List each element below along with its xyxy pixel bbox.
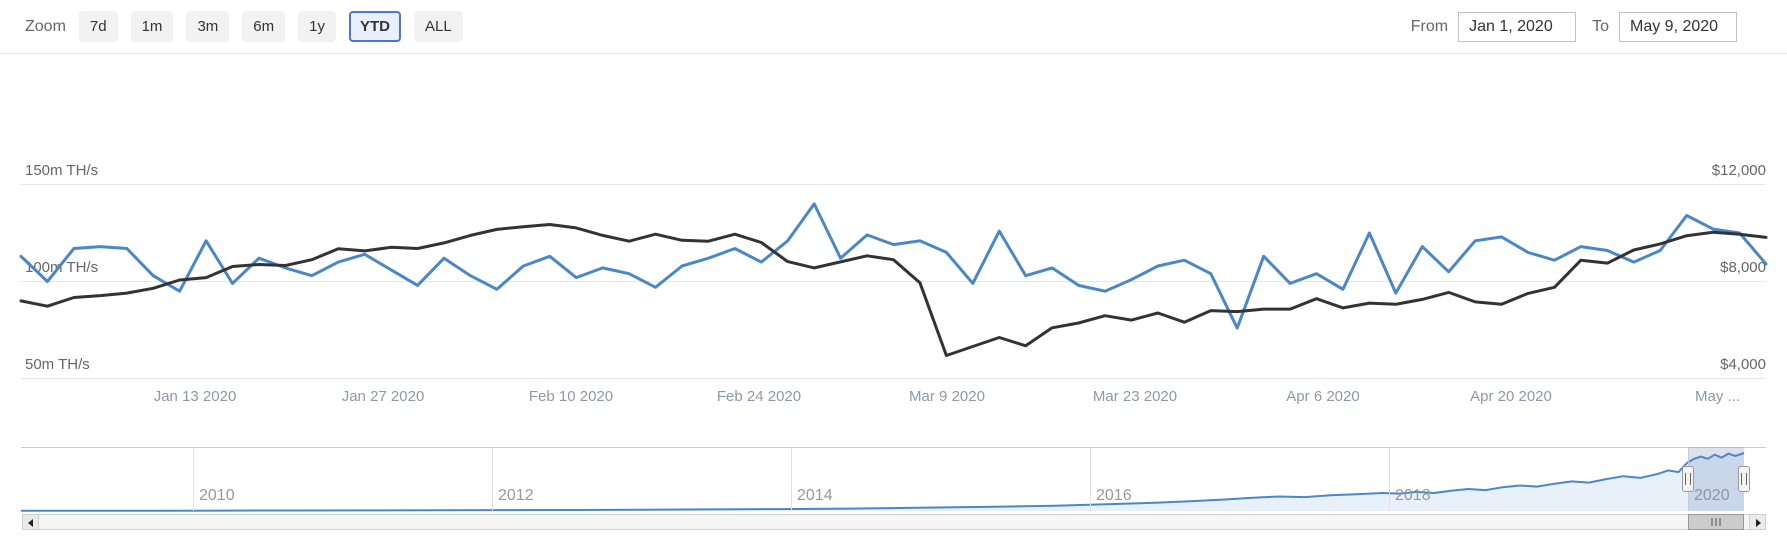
xaxis-label-mar9: Mar 9 2020 [909,388,985,405]
zoom-button-ytd[interactable]: YTD [348,11,401,42]
from-date-input[interactable] [1458,11,1577,42]
yaxis-right-label-8000: $8,000 [1720,259,1766,276]
navigator-right-handle[interactable] [1738,466,1750,492]
navigator-gridline-2016 [1090,448,1091,511]
gridline-bottom [21,378,1766,379]
navigator-gridline-2014 [791,448,792,511]
toolbar: Zoom 7d 1m 3m 6m 1y YTD ALL From To [0,0,1787,54]
zoom-button-6m[interactable]: 6m [242,11,286,42]
handle-grip-icon [1741,473,1747,485]
navigator-area-fill [21,453,1744,511]
xaxis-label-apr6: Apr 6 2020 [1286,388,1360,405]
gridline-middle [21,281,1766,282]
arrow-right-icon [1756,519,1761,527]
scrollbar-left-button[interactable] [22,514,39,530]
navigator-left-handle[interactable] [1682,466,1694,492]
xaxis-label-feb24: Feb 24 2020 [716,388,802,405]
zoom-button-1y[interactable]: 1y [298,11,336,42]
yaxis-right-label-4000: $4,000 [1720,356,1766,373]
yaxis-right-label-12000: $12,000 [1711,162,1766,179]
date-range-controls: From To [1410,11,1737,42]
navigator-gridline-2018 [1389,448,1390,511]
to-label: To [1592,17,1609,35]
price-series-line [19,223,1768,357]
xaxis-label-mar23: Mar 23 2020 [1092,388,1178,405]
navigator-gridline-2010 [193,448,194,511]
scrollbar-track[interactable] [22,514,1766,530]
xaxis-label-jan13: Jan 13 2020 [153,388,237,405]
gridline-top [21,184,1766,185]
navigator-year-2016: 2016 [1096,487,1132,504]
yaxis-left-label-100m: 100m TH/s [25,259,99,276]
navigator-year-2014: 2014 [797,487,833,504]
navigator-year-2020: 2020 [1694,487,1730,504]
xaxis-label-may: May ... [1695,388,1741,405]
scrollbar-grip-icon [1711,518,1721,526]
to-date-input[interactable] [1619,11,1737,42]
navigator-gridline-2012 [492,448,493,511]
xaxis-label-apr20: Apr 20 2020 [1470,388,1552,405]
navigator-year-2010: 2010 [199,487,235,504]
navigator-selected-range[interactable] [1688,447,1744,511]
navigator-series-line [21,452,1745,512]
xaxis-label-jan27: Jan 27 2020 [341,388,425,405]
scrollbar-thumb[interactable] [1688,514,1744,530]
yaxis-left-label-50m: 50m TH/s [25,356,90,373]
zoom-button-7d[interactable]: 7d [78,11,118,42]
arrow-left-icon [28,519,33,527]
zoom-button-all[interactable]: ALL [413,11,463,42]
yaxis-left-label-150m: 150m TH/s [25,162,99,179]
zoom-range-label: Zoom [25,17,66,35]
navigator-year-2018: 2018 [1395,487,1431,504]
zoom-button-1m[interactable]: 1m [130,11,174,42]
from-label: From [1410,17,1449,35]
scrollbar-right-button[interactable] [1749,514,1766,530]
navigator-outline [21,447,1766,448]
xaxis-label-feb10: Feb 10 2020 [528,388,614,405]
navigator-year-2012: 2012 [498,487,534,504]
zoom-button-3m[interactable]: 3m [186,11,230,42]
hashrate-series-line [19,202,1768,330]
handle-grip-icon [1685,473,1691,485]
